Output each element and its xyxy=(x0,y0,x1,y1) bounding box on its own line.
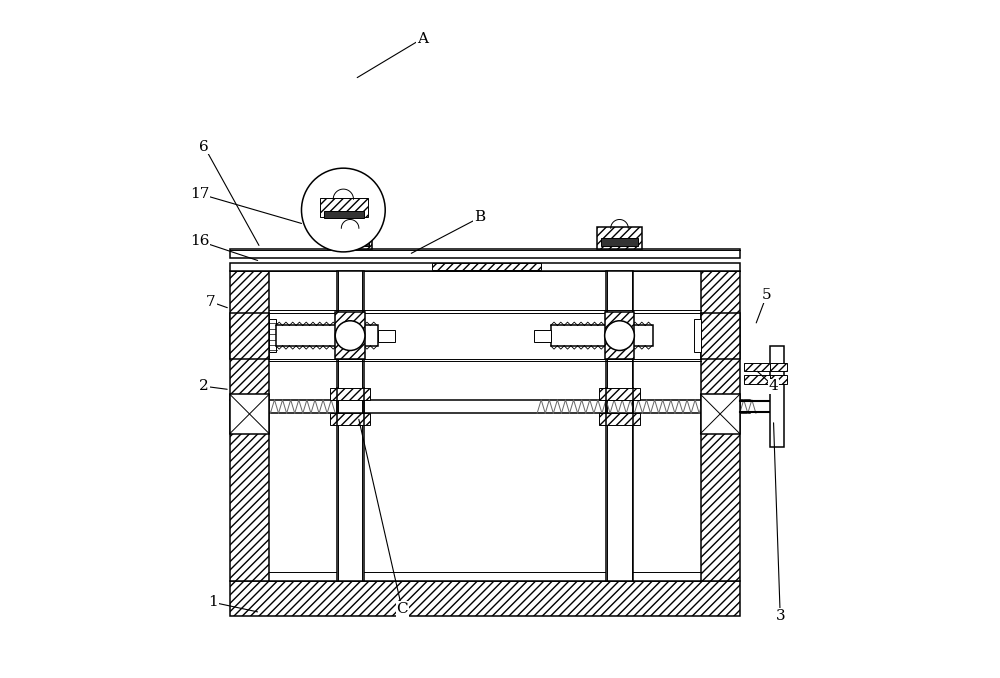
Text: 5: 5 xyxy=(762,288,772,302)
Bar xyxy=(599,414,640,425)
Bar xyxy=(230,262,740,271)
Bar xyxy=(328,227,372,250)
Bar xyxy=(606,271,633,581)
Bar xyxy=(770,363,787,372)
Bar xyxy=(599,388,640,400)
Bar xyxy=(597,227,642,250)
Bar xyxy=(230,581,740,616)
Text: 7: 7 xyxy=(206,295,216,309)
Bar xyxy=(744,376,770,384)
Bar xyxy=(335,312,365,359)
Bar xyxy=(770,376,787,384)
Bar xyxy=(320,198,368,217)
Bar xyxy=(276,325,378,346)
Text: 16: 16 xyxy=(190,234,209,248)
Text: A: A xyxy=(417,31,428,45)
Text: 1: 1 xyxy=(208,595,218,610)
Bar xyxy=(605,312,634,359)
Bar xyxy=(269,319,276,352)
Bar xyxy=(330,388,370,400)
Text: 17: 17 xyxy=(190,187,209,201)
Bar xyxy=(230,313,269,359)
Bar xyxy=(534,330,551,342)
Bar xyxy=(432,263,541,270)
Bar xyxy=(694,319,701,352)
Bar xyxy=(744,363,770,372)
Circle shape xyxy=(335,321,365,351)
Bar xyxy=(601,238,638,246)
Bar xyxy=(331,238,369,246)
Text: 4: 4 xyxy=(769,379,778,393)
Bar xyxy=(701,271,740,581)
Circle shape xyxy=(605,321,634,351)
Text: 2: 2 xyxy=(199,379,209,393)
Bar xyxy=(230,250,740,258)
Bar xyxy=(330,414,370,425)
Bar xyxy=(337,271,364,581)
Text: 6: 6 xyxy=(199,140,209,153)
Bar xyxy=(770,346,784,447)
Bar xyxy=(378,330,395,342)
Bar xyxy=(701,395,740,433)
Circle shape xyxy=(301,168,385,252)
Text: C: C xyxy=(396,602,408,616)
Bar xyxy=(701,313,740,359)
Bar xyxy=(551,325,653,346)
Text: 3: 3 xyxy=(775,609,785,623)
Bar xyxy=(230,395,269,433)
Bar xyxy=(230,271,269,581)
Text: B: B xyxy=(474,210,485,224)
Bar xyxy=(324,212,364,218)
